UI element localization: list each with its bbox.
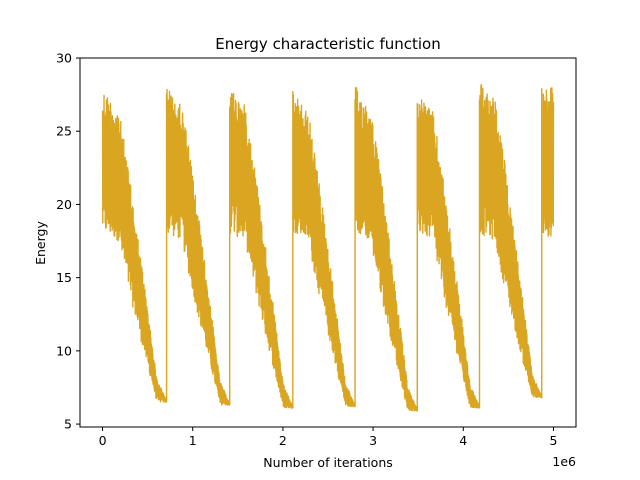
plot-area — [101, 84, 555, 412]
x-axis: 0 1 2 3 4 5 — [99, 427, 557, 448]
y-axis: 5 10 15 20 25 30 — [56, 51, 80, 432]
y-axis-label: Energy — [33, 221, 48, 265]
energy-series-line — [101, 84, 555, 412]
y-tick-label: 25 — [56, 124, 72, 139]
x-tick-label: 1 — [189, 433, 197, 448]
x-axis-offset-text: 1e6 — [552, 454, 576, 469]
chart-title: Energy characteristic function — [215, 35, 440, 53]
x-tick-label: 0 — [99, 433, 107, 448]
y-tick-label: 20 — [56, 197, 72, 212]
y-tick-label: 5 — [64, 417, 72, 432]
y-tick-label: 10 — [56, 343, 72, 358]
axes-frame — [79, 57, 577, 428]
y-tick-label: 30 — [56, 51, 72, 66]
x-tick-label: 2 — [279, 433, 287, 448]
x-tick-label: 5 — [549, 433, 557, 448]
x-tick-label: 4 — [459, 433, 467, 448]
y-tick-label: 15 — [56, 270, 72, 285]
x-axis-label: Number of iterations — [263, 455, 393, 470]
x-tick-label: 3 — [369, 433, 377, 448]
